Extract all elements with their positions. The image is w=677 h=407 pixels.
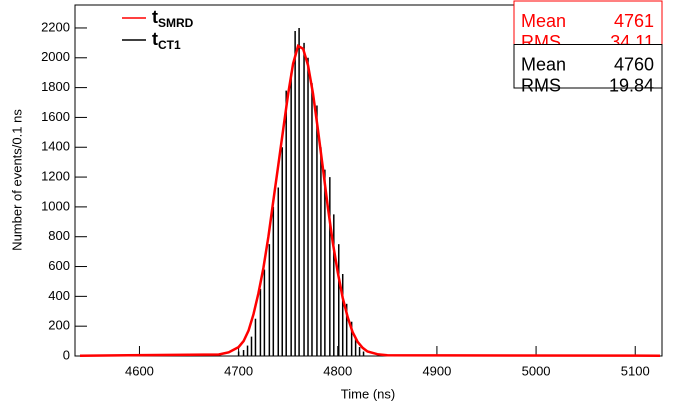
legend-subscript: CT1 bbox=[158, 38, 181, 52]
y-tick-label: 1600 bbox=[41, 109, 70, 124]
y-tick-label: 1400 bbox=[41, 139, 70, 154]
y-tick-label: 200 bbox=[48, 318, 70, 333]
y-tick-label: 1000 bbox=[41, 198, 70, 213]
legend-name: t bbox=[152, 29, 158, 49]
x-tick-label: 4800 bbox=[323, 363, 352, 378]
stats-box bbox=[513, 44, 663, 89]
legend-label: tCT1 bbox=[152, 29, 181, 52]
x-tick-label: 5000 bbox=[522, 363, 551, 378]
x-tick-label: 4600 bbox=[125, 363, 154, 378]
legend-name: t bbox=[152, 7, 158, 27]
y-tick-label: 2000 bbox=[41, 49, 70, 64]
y-tick-label: 2200 bbox=[41, 19, 70, 34]
y-tick-label: 1800 bbox=[41, 79, 70, 94]
y-axis-label: Number of events/0.1 ns bbox=[9, 109, 24, 251]
stats-label: RMS bbox=[521, 75, 561, 95]
y-tick-label: 400 bbox=[48, 288, 70, 303]
y-tick-label: 800 bbox=[48, 228, 70, 243]
stats-label: Mean bbox=[521, 11, 566, 31]
x-tick-label: 4700 bbox=[224, 363, 253, 378]
stats-value: 4761 bbox=[614, 11, 654, 31]
y-tick-label: 0 bbox=[63, 347, 70, 362]
y-tick-label: 1200 bbox=[41, 169, 70, 184]
plot-frame bbox=[74, 4, 663, 357]
stats-value: 4760 bbox=[614, 54, 654, 74]
legend-subscript: SMRD bbox=[158, 16, 194, 30]
y-tick-label: 600 bbox=[48, 258, 70, 273]
x-tick-label: 5100 bbox=[621, 363, 650, 378]
stats-label: Mean bbox=[521, 54, 566, 74]
stats-value: 19.84 bbox=[609, 75, 654, 95]
x-tick-label: 4900 bbox=[422, 363, 451, 378]
legend-label: tSMRD bbox=[152, 7, 194, 30]
x-axis-label: Time (ns) bbox=[341, 386, 395, 401]
histogram-line bbox=[79, 44, 661, 357]
